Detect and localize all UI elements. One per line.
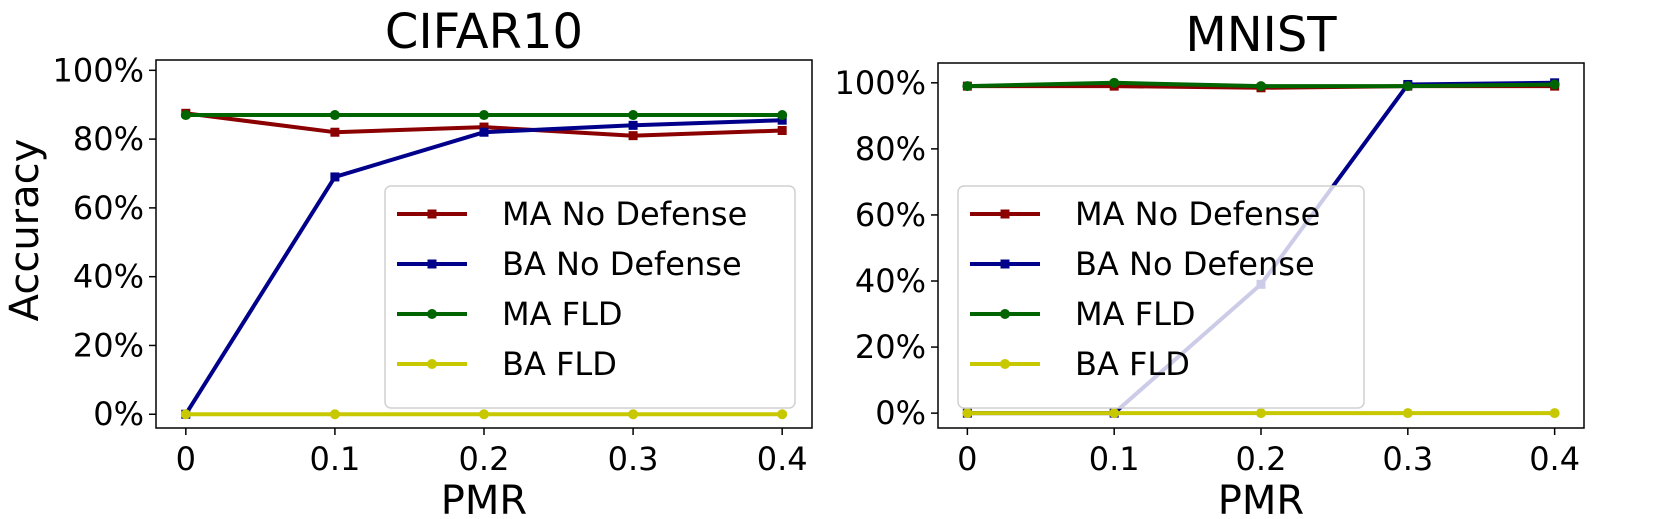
- cifar10-ba-no-defense-point: [330, 172, 340, 182]
- cifar10-legend-ba-no-defense-swatch-marker: [427, 259, 437, 269]
- y-axis-label: Accuracy: [2, 139, 48, 322]
- mnist-legend-ba-no-defense-swatch-marker: [1000, 259, 1010, 269]
- cifar10-ma-fld-point: [777, 110, 788, 121]
- cifar10-ba-fld-point: [329, 409, 340, 420]
- cifar10-ma-fld-point: [329, 110, 340, 121]
- cifar10-ma-no-defense-point: [479, 122, 489, 132]
- cifar10-ba-fld-point: [479, 409, 489, 420]
- cifar10-ba-fld-point: [777, 409, 788, 420]
- mnist-legend: MA No Defense BA No Defense MA FLD BA FLD: [957, 185, 1365, 409]
- cifar10-x-tick-label: 0.3: [608, 440, 659, 478]
- mnist-x-axis-label: PMR: [1218, 478, 1304, 519]
- mnist-y-tick-label: 80%: [855, 130, 926, 168]
- mnist-ma-fld-point: [1256, 81, 1266, 92]
- cifar10-y-tick-label: 20%: [73, 326, 144, 364]
- cifar10-ba-fld-point: [180, 409, 191, 420]
- cifar10-legend-ma-fld-swatch-marker: [427, 309, 437, 319]
- cifar10-legend-ba-no-defense-label: BA No Defense: [502, 245, 742, 283]
- cifar10-ma-fld-point: [180, 110, 191, 121]
- mnist-ma-fld-point: [962, 81, 973, 92]
- cifar10-legend-ba-fld-swatch-marker: [427, 359, 437, 369]
- mnist-legend-frame: [957, 185, 1365, 409]
- mnist-x-tick-label: 0.2: [1236, 440, 1287, 478]
- mnist-ba-fld-point: [962, 408, 973, 419]
- mnist-legend-ma-fld-label: MA FLD: [1075, 295, 1196, 333]
- mnist-y-tick-label: 100%: [835, 64, 926, 102]
- mnist-ba-fld-point: [1402, 408, 1413, 419]
- mnist-legend-ba-fld-swatch-marker: [1000, 359, 1010, 369]
- mnist-title: MNIST: [1185, 7, 1337, 63]
- cifar10-legend-ma-no-defense-label: MA No Defense: [502, 195, 747, 233]
- cifar10-ma-fld-point: [479, 110, 489, 121]
- cifar10-ma-no-defense-point: [628, 131, 638, 141]
- cifar10-ma-fld-point: [628, 110, 639, 121]
- cifar10-ma-no-defense-point: [777, 126, 787, 136]
- cifar10-x-tick-label: 0.1: [309, 440, 360, 478]
- cifar10-legend-ma-fld-label: MA FLD: [502, 295, 623, 333]
- mnist-legend-ba-no-defense-label: BA No Defense: [1075, 245, 1315, 283]
- cifar10-ba-no-defense-point: [777, 115, 787, 125]
- cifar10-legend-ma-no-defense-swatch-marker: [427, 209, 437, 219]
- mnist-ba-fld-point: [1549, 408, 1560, 419]
- cifar10-x-axis-label: PMR: [441, 478, 527, 519]
- mnist-legend-ba-fld-label: BA FLD: [1075, 345, 1190, 383]
- mnist-legend-ma-no-defense-label: MA No Defense: [1075, 195, 1320, 233]
- cifar10-x-tick-label: 0.4: [757, 440, 808, 478]
- mnist-x-tick-label: 0.3: [1382, 440, 1433, 478]
- cifar10-ba-no-defense-point: [628, 120, 638, 130]
- cifar10-y-tick-label: 40%: [73, 258, 144, 296]
- cifar10-y-tick-label: 80%: [73, 120, 144, 158]
- mnist-chart-panel: MNIST 0% 20% 40% 60% 80% 100% 0 0.1 0.2 0.3 0.4 PMR M…: [835, 7, 1585, 519]
- mnist-x-tick-label: 0: [957, 440, 977, 478]
- mnist-ba-fld-point: [1109, 408, 1120, 419]
- cifar10-y-tick-label: 60%: [73, 189, 144, 227]
- mnist-x-tick-label: 0.4: [1529, 440, 1580, 478]
- cifar10-legend: MA No Defense BA No Defense MA FLD BA FLD: [384, 185, 796, 409]
- mnist-y-tick-label: 0%: [875, 394, 926, 432]
- mnist-ma-fld-point: [1109, 77, 1120, 88]
- mnist-ba-fld-point: [1256, 408, 1266, 419]
- cifar10-y-tick-label: 100%: [53, 51, 144, 89]
- cifar10-y-tick-label: 0%: [93, 395, 144, 433]
- mnist-ma-fld-point: [1549, 79, 1560, 90]
- cifar10-x-tick-label: 0.2: [459, 440, 510, 478]
- cifar10-ba-fld-point: [628, 409, 639, 420]
- mnist-x-tick-label: 0.1: [1089, 440, 1140, 478]
- cifar10-legend-frame: [384, 185, 796, 409]
- cifar10-x-tick-label: 0: [176, 440, 196, 478]
- cifar10-ba-no-defense-point: [479, 127, 489, 137]
- mnist-y-tick-label: 40%: [855, 262, 926, 300]
- cifar10-ma-no-defense-point: [330, 127, 340, 137]
- mnist-y-tick-label: 20%: [855, 328, 926, 366]
- mnist-axes-frame: [937, 62, 1585, 429]
- cifar10-axes-frame: [155, 59, 813, 429]
- mnist-legend-ma-fld-swatch-marker: [1000, 309, 1010, 319]
- cifar10-title: CIFAR10: [385, 4, 583, 60]
- mnist-y-tick-label: 60%: [855, 196, 926, 234]
- mnist-legend-ma-no-defense-swatch-marker: [1000, 209, 1010, 219]
- cifar10-legend-ba-fld-label: BA FLD: [502, 345, 617, 383]
- cifar10-chart-panel: CIFAR10 0% 20% 40% 60% 80% 100% 0 0.1 0.2 0.3 0.4 PM…: [53, 4, 813, 519]
- mnist-ma-fld-point: [1402, 81, 1413, 92]
